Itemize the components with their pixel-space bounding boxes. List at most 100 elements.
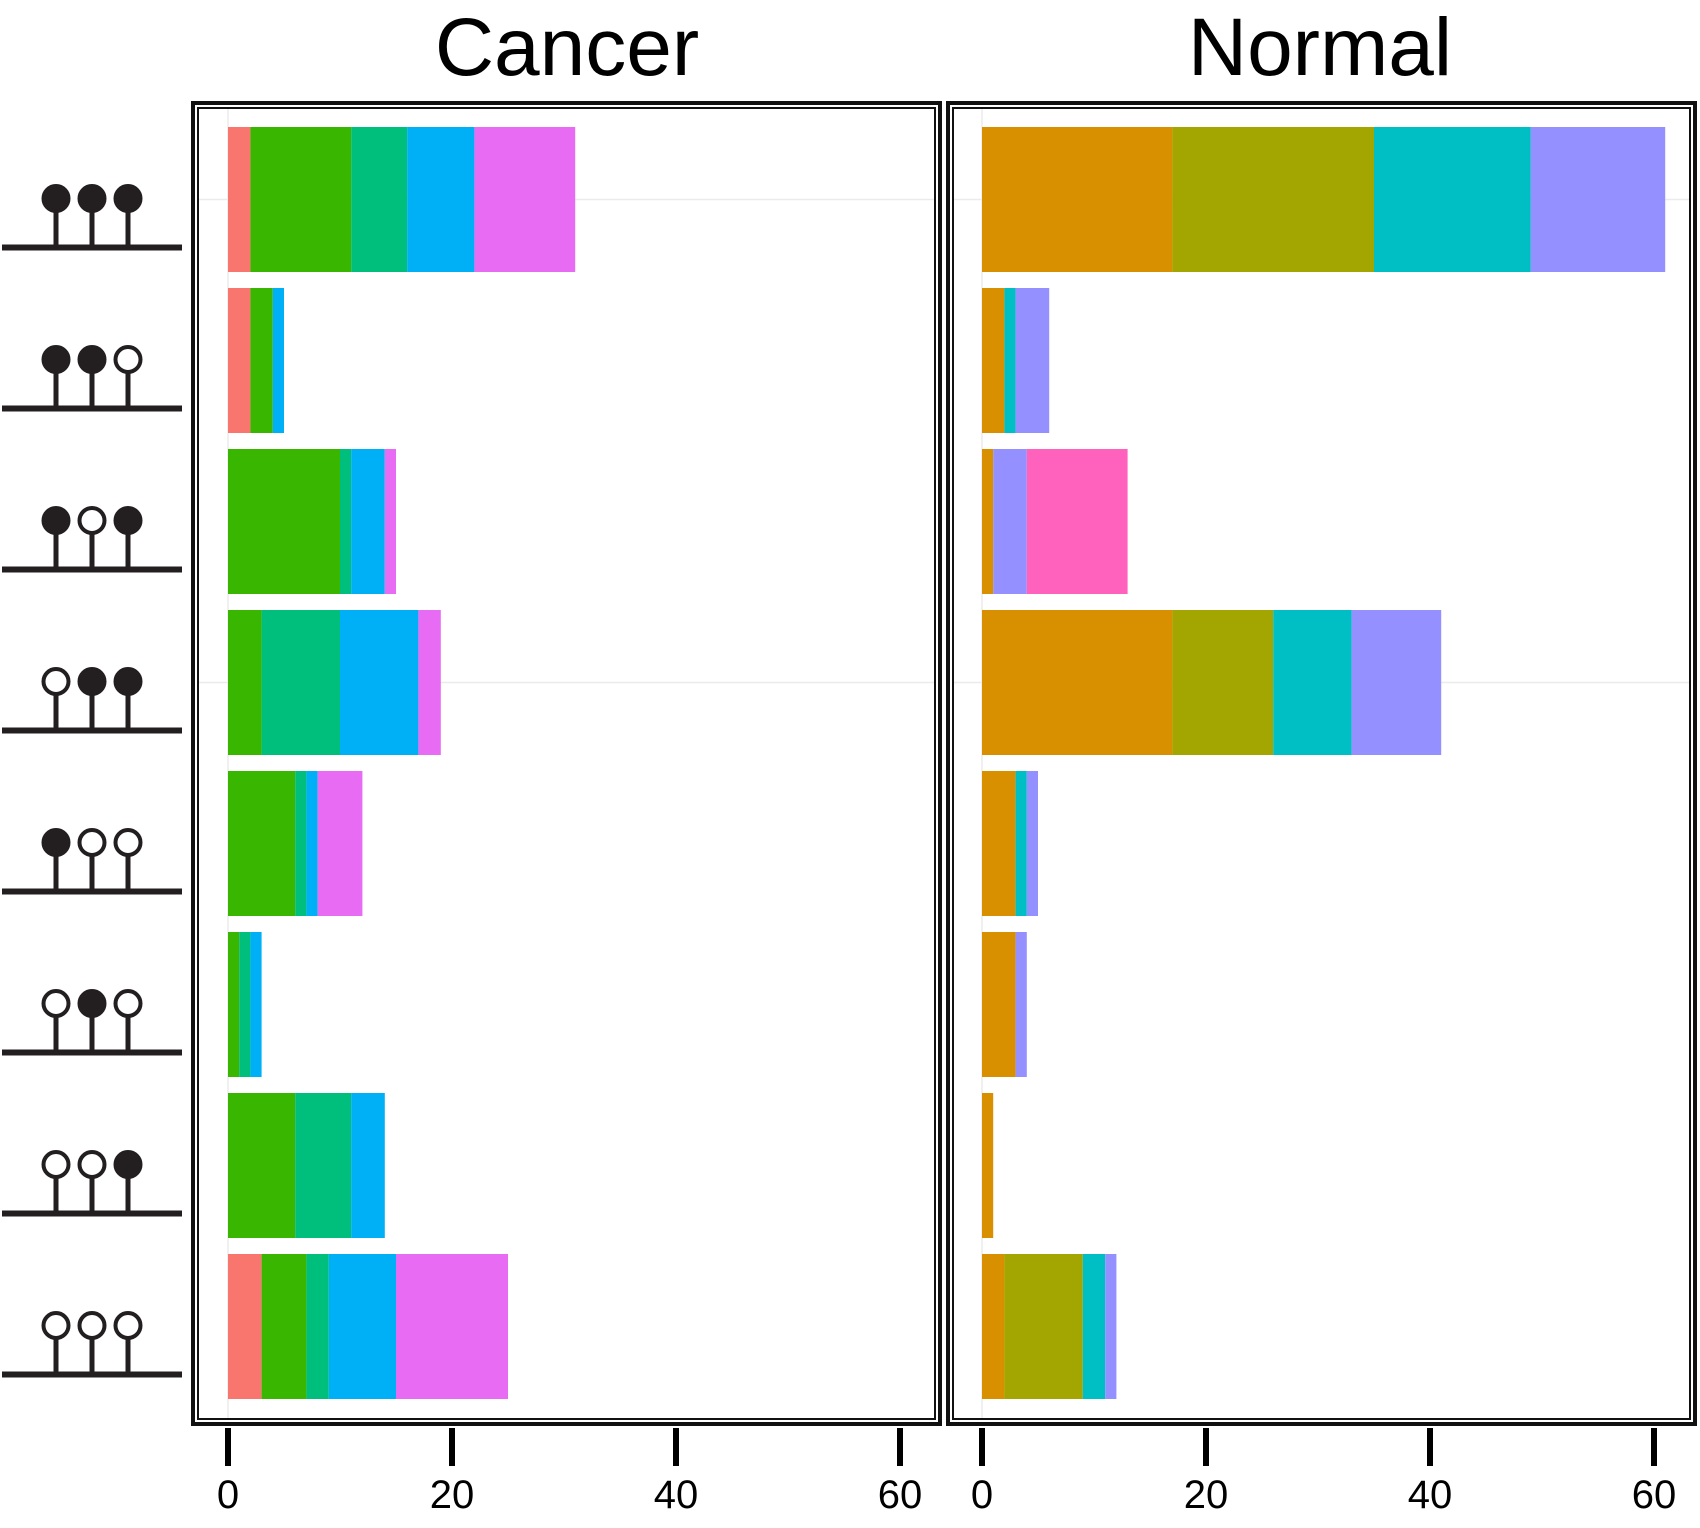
unmethylated-cpg-icon	[41, 989, 71, 1018]
bar-segment	[982, 127, 1173, 272]
bar-segment	[982, 932, 1016, 1077]
row-pattern-icons	[2, 184, 182, 1378]
bar-segment	[1015, 932, 1027, 1077]
bar-segment	[340, 449, 352, 594]
bar-segment	[1172, 127, 1374, 272]
bar-segment	[261, 1254, 307, 1399]
methylated-cpg-icon	[41, 828, 71, 857]
methylated-cpg-icon	[41, 184, 71, 213]
unmethylated-cpg-icon	[77, 1150, 107, 1179]
bar-segment	[1026, 771, 1038, 916]
bar-segment	[1004, 1254, 1083, 1399]
unmethylated-cpg-icon	[113, 828, 143, 857]
x-tick-label: 0	[971, 1473, 993, 1517]
cpg-pattern-icon	[2, 989, 182, 1056]
bar-segment	[982, 449, 994, 594]
bar-segment	[228, 932, 240, 1077]
bar-segment	[228, 127, 251, 272]
unmethylated-cpg-icon	[113, 345, 143, 374]
bar-segment	[228, 1093, 296, 1238]
bar-segment	[228, 771, 296, 916]
unmethylated-cpg-icon	[113, 989, 143, 1018]
bar-segment	[1530, 127, 1666, 272]
unmethylated-cpg-icon	[77, 1311, 107, 1340]
cpg-pattern-icon	[2, 667, 182, 734]
bar-segment	[351, 127, 408, 272]
panel-frame-inner	[197, 107, 936, 1420]
methylated-cpg-icon	[113, 1150, 143, 1179]
panel-title: Normal	[1188, 2, 1452, 93]
bar-segment	[328, 1254, 396, 1399]
bar-segment	[418, 610, 441, 755]
bar-segment	[1105, 1254, 1117, 1399]
cpg-pattern-icon	[2, 1150, 182, 1217]
bar-segment	[982, 1254, 1005, 1399]
bar-segment	[228, 449, 340, 594]
bar-segment	[384, 449, 396, 594]
cpg-pattern-icon	[2, 184, 182, 251]
bar-segment	[228, 1254, 262, 1399]
bar-segment	[1172, 610, 1274, 755]
x-tick-label: 20	[430, 1473, 475, 1517]
unmethylated-cpg-icon	[41, 1311, 71, 1340]
bar-segment	[982, 771, 1016, 916]
bar-segment	[306, 1254, 329, 1399]
bar-segment	[407, 127, 475, 272]
methylated-cpg-icon	[41, 506, 71, 535]
x-tick-label: 60	[1632, 1473, 1677, 1517]
cpg-pattern-icon	[2, 828, 182, 895]
bar-segment	[295, 771, 307, 916]
bar-segment	[351, 449, 385, 594]
methylated-cpg-icon	[77, 667, 107, 696]
bar-segment	[317, 771, 363, 916]
bar-segment	[351, 1093, 385, 1238]
methylated-cpg-icon	[113, 667, 143, 696]
bar-segment	[1374, 127, 1531, 272]
bar-segment	[1004, 288, 1016, 433]
methylated-cpg-icon	[113, 184, 143, 213]
panel-frame	[946, 101, 1697, 1426]
methylated-cpg-icon	[77, 184, 107, 213]
methylated-cpg-icon	[77, 345, 107, 374]
bar-segment	[1015, 288, 1050, 433]
unmethylated-cpg-icon	[77, 828, 107, 857]
x-tick-label: 0	[217, 1473, 239, 1517]
bar-segment	[1082, 1254, 1106, 1399]
unmethylated-cpg-icon	[113, 1311, 143, 1340]
bar-segment	[982, 288, 1005, 433]
bar-segment	[306, 771, 318, 916]
bar-segment	[1015, 771, 1027, 916]
bar-segment	[474, 127, 576, 272]
bar-segment	[1026, 449, 1128, 594]
panel-title: Cancer	[435, 2, 699, 93]
bar-segment	[1351, 610, 1442, 755]
bar-segment	[340, 610, 419, 755]
panel-frame-inner	[952, 107, 1691, 1420]
bar-segment	[228, 610, 262, 755]
unmethylated-cpg-icon	[41, 667, 71, 696]
bar-segment	[239, 932, 251, 1077]
methylated-cpg-icon	[77, 989, 107, 1018]
bar-segment	[250, 127, 352, 272]
bar-segment	[272, 288, 284, 433]
unmethylated-cpg-icon	[41, 1150, 71, 1179]
bar-segment	[261, 610, 340, 755]
bar-segment	[396, 1254, 508, 1399]
bar-segment	[250, 932, 262, 1077]
bar-segment	[982, 610, 1173, 755]
x-tick-label: 20	[1184, 1473, 1229, 1517]
bar-segment	[993, 449, 1027, 594]
cpg-pattern-icon	[2, 506, 182, 573]
x-tick-label: 60	[878, 1473, 923, 1517]
x-tick-label: 40	[654, 1473, 699, 1517]
bar-segment	[295, 1093, 352, 1238]
panel-cancer: Cancer 0 20 40 60	[191, 2, 942, 1517]
bar-segment	[250, 288, 273, 433]
bar-segment	[982, 1093, 994, 1238]
bar-segment	[228, 288, 251, 433]
methylated-cpg-icon	[41, 345, 71, 374]
cpg-pattern-icon	[2, 1311, 182, 1378]
cpg-pattern-icon	[2, 345, 182, 412]
bar-segment	[1273, 610, 1352, 755]
